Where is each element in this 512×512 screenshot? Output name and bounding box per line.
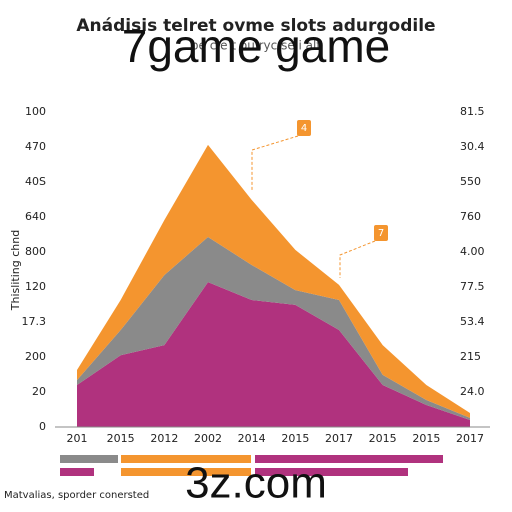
y-tick-label: 20 — [32, 385, 46, 398]
y2-tick-label: 24.0 — [460, 385, 485, 398]
x-tick-label: 2015 — [369, 432, 397, 445]
y2-tick-label: 550 — [460, 175, 481, 188]
annotation: 4 — [301, 123, 307, 134]
y-tick-label: 17.3 — [22, 315, 47, 328]
x-tick-label: 2017 — [325, 432, 353, 445]
x-tick-label: 2017 — [456, 432, 484, 445]
y2-tick-label: 760 — [460, 210, 481, 223]
footer-note: Matvalias, sporder conersted — [4, 490, 149, 501]
y-tick-label: 640 — [25, 210, 46, 223]
y2-tick-label: 215 — [460, 350, 481, 363]
x-tick-label: 2015 — [412, 432, 440, 445]
chart-title: Anádisis telret ovme slots adurgodile — [76, 16, 435, 36]
annotation-box — [297, 120, 311, 136]
y-tick-label: 120 — [25, 280, 46, 293]
x-tick-label: 2015 — [281, 432, 309, 445]
legend-bar — [255, 468, 408, 476]
x-tick-label: 2014 — [238, 432, 266, 445]
y-tick-label: 800 — [25, 245, 46, 258]
legend-bar — [121, 455, 251, 463]
legend-bar — [255, 455, 443, 463]
y-tick-label: 470 — [25, 140, 46, 153]
x-tick-label: 2002 — [194, 432, 222, 445]
legend-bar — [60, 455, 118, 463]
annotation-box — [374, 225, 388, 241]
y-tick-label: 40S — [25, 175, 46, 188]
annotation-leader — [251, 135, 299, 190]
area — [77, 282, 470, 427]
y2-tick-label: 4.00 — [460, 245, 485, 258]
annotation: 7 — [378, 228, 384, 239]
area — [77, 236, 470, 420]
y-axis-label: Thisliting chnd — [9, 230, 22, 311]
annotation-leader — [339, 240, 376, 278]
y2-tick-label: 77.5 — [460, 280, 485, 293]
x-tick-label: 201 — [67, 432, 88, 445]
y-tick-label: 100 — [25, 105, 46, 118]
watermark: 3z.com — [185, 459, 327, 508]
legend-bar — [121, 468, 251, 476]
overlay-title: 7game game — [122, 20, 391, 72]
y2-tick-label: 53.4 — [460, 315, 485, 328]
y-tick-label: 0 — [39, 420, 46, 433]
y2-tick-label: 81.5 — [460, 105, 485, 118]
chart-subtitle: pe c e t ou ryc se i alt — [191, 39, 321, 53]
area — [77, 144, 470, 418]
y2-tick-label: 30.4 — [460, 140, 485, 153]
legend-bars — [60, 455, 443, 476]
y-tick-label: 200 — [25, 350, 46, 363]
x-tick-label: 2015 — [107, 432, 135, 445]
legend-bar — [60, 468, 94, 476]
x-tick-label: 2012 — [150, 432, 178, 445]
